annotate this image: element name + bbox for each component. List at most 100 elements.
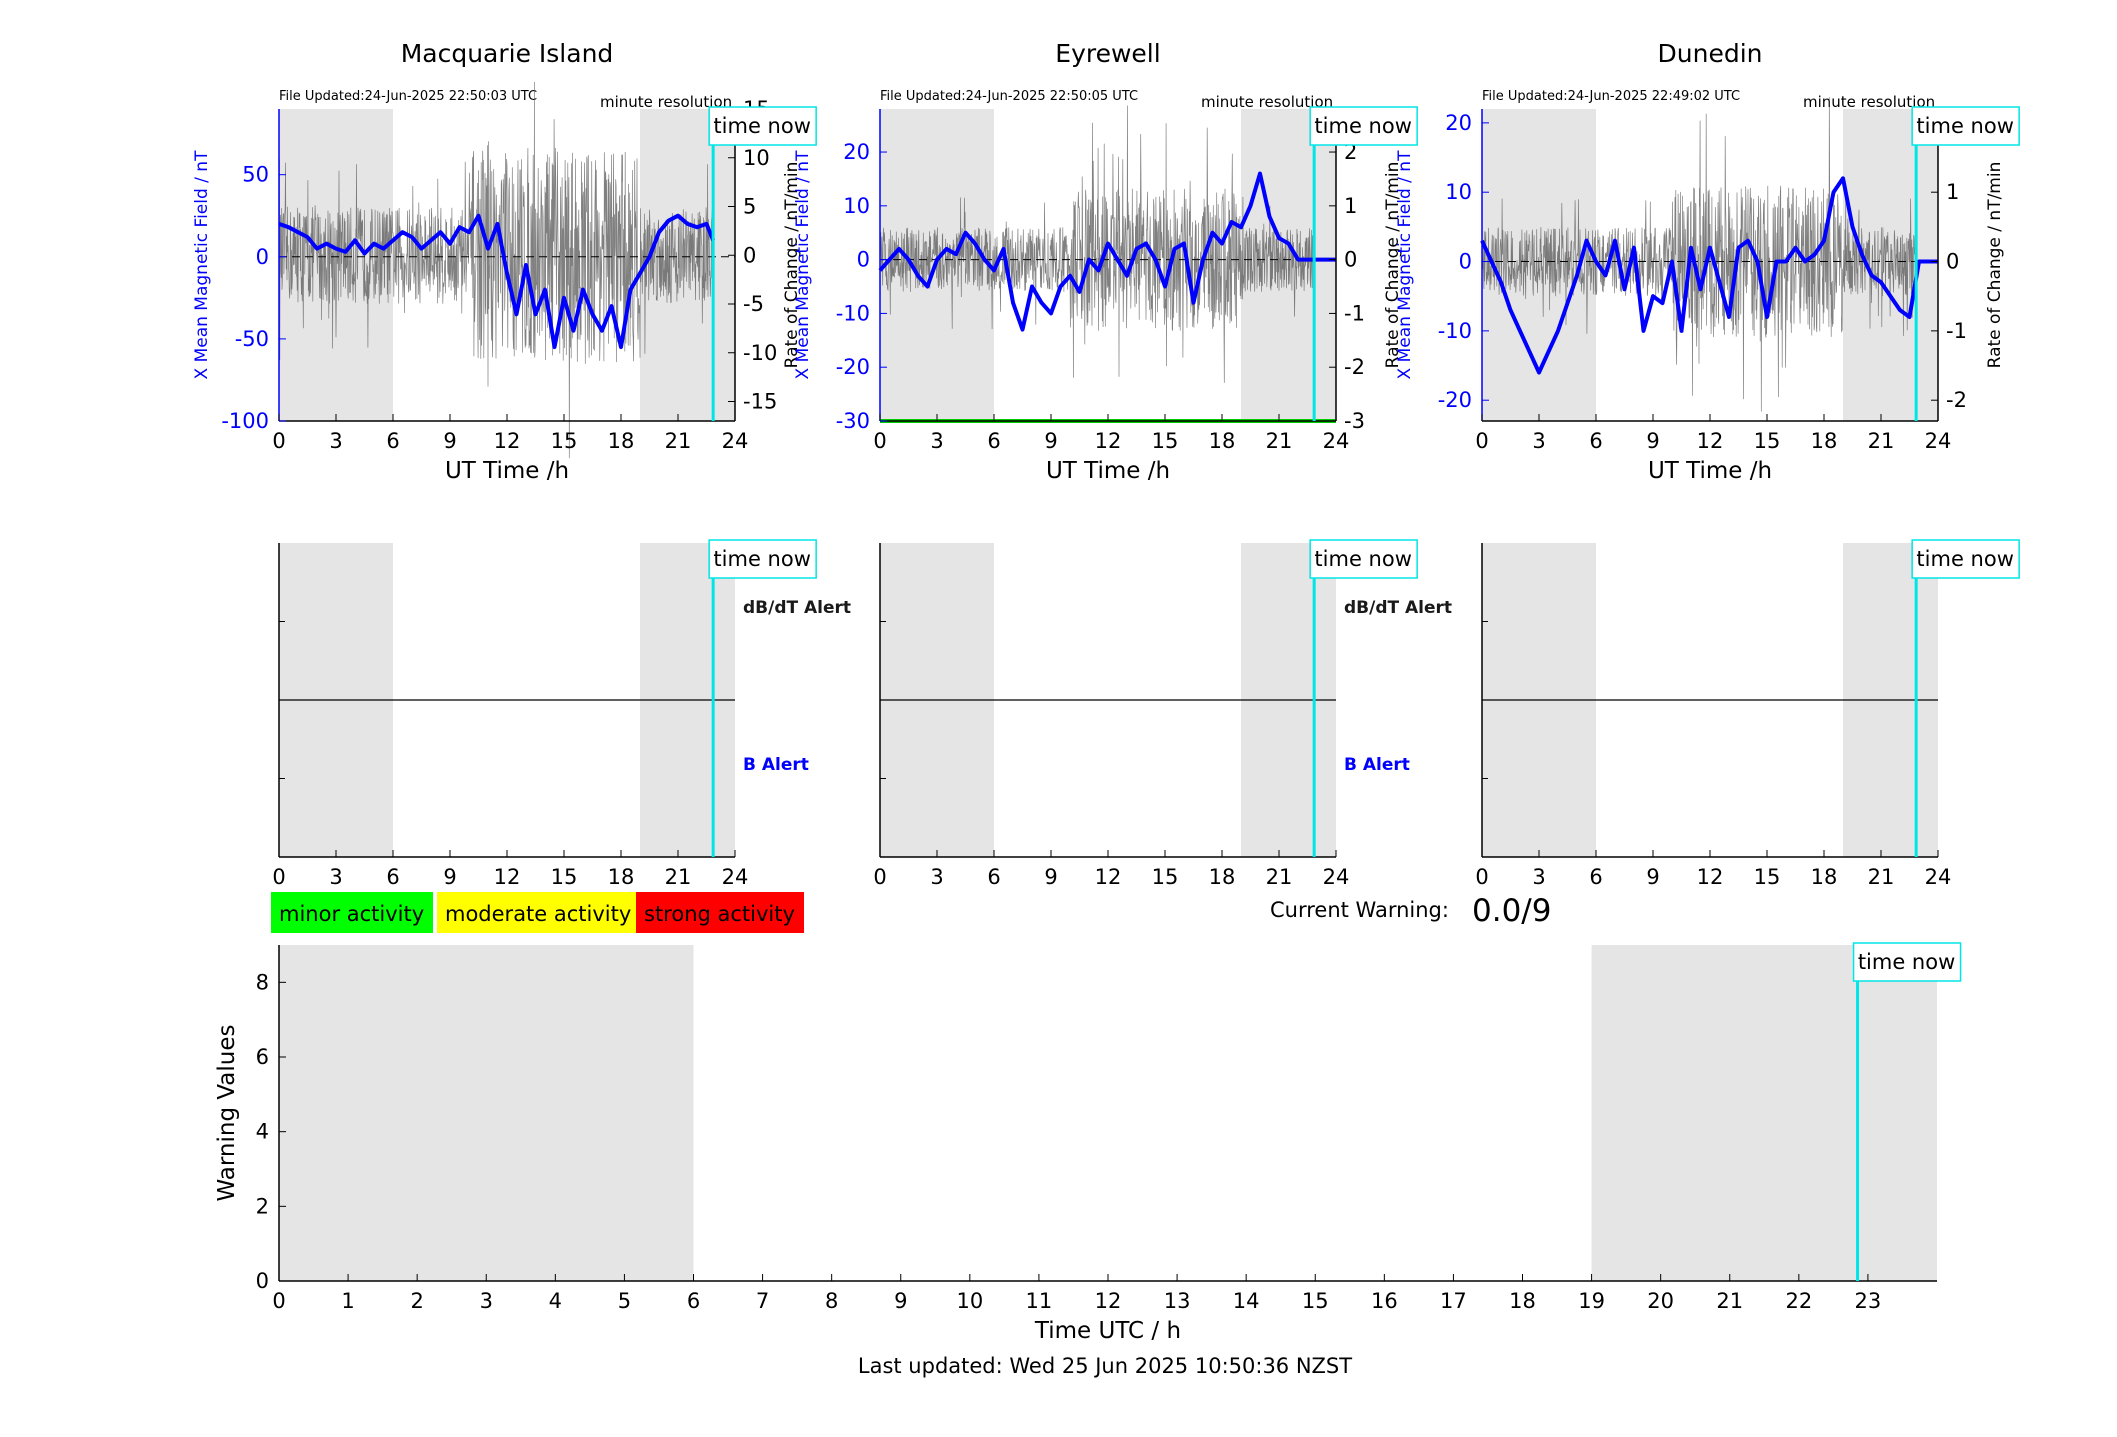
time-now-box [1852,942,1962,982]
file-updated-text: File Updated:24-Jun-2025 22:50:05 UTC [880,89,1138,104]
x-tick-label: 15 [551,429,578,453]
x-tick-label: 12 [1697,429,1724,453]
x-tick-label: 14 [1233,1289,1260,1313]
x-tick-label: 18 [1811,865,1838,889]
x-tick-label: 9 [1044,865,1057,889]
x-tick-label: 21 [1266,429,1293,453]
panel-title: Eyrewell [1055,39,1160,68]
right-tick-label: 1 [1344,194,1357,218]
legend-swatch [636,892,804,933]
x-tick-label: 0 [272,1289,285,1313]
x-tick-label: 0 [1475,429,1488,453]
resolution-label: minute resolution [1803,93,1935,111]
left-axis-label: X Mean Magnetic Field / nT [192,150,212,380]
x-tick-label: 5 [618,1289,631,1313]
x-tick-label: 13 [1164,1289,1191,1313]
resolution-label: minute resolution [600,93,732,111]
x-tick-label: 6 [987,865,1000,889]
dbdt-alert-label: dB/dT Alert [1344,598,1452,618]
left-tick-label: 20 [1445,111,1472,135]
time-now-box [708,539,817,579]
x-tick-label: 21 [1868,429,1895,453]
time-now-label: time now [1314,547,1411,571]
time-now-box [1911,539,2020,579]
panel-title: Dunedin [1658,39,1763,68]
x-tick-label: 24 [1925,865,1952,889]
right-tick-label: -3 [1344,409,1365,433]
left-axis-label: X Mean Magnetic Field / nT [793,150,813,380]
panel-title: Macquarie Island [401,39,614,68]
left-tick-label: -30 [836,409,870,433]
magnetic-field-panels: Macquarie Island File Updated:24-Jun-2025… [192,39,2020,484]
x-tick-label: 9 [443,429,456,453]
x-tick-label: 15 [1754,865,1781,889]
x-tick-label: 6 [687,1289,700,1313]
time-now-label: time now [713,547,810,571]
night-shading [1591,945,1937,1281]
rate-of-change-series [879,105,1315,383]
left-axis-label: X Mean Magnetic Field / nT [1395,150,1415,380]
x-tick-label: 24 [1323,865,1350,889]
current-warning-value: 0.0/9 [1472,893,1551,929]
x-tick-label: 12 [1095,1289,1122,1313]
alert-panels: 0 3 6 9 12 15 18 21 24 time now dB/dT Alert B Alert… [272,539,2020,889]
activity-legend: minor activity moderate activity strong ac… [271,892,804,933]
x-tick-label: 8 [825,1289,838,1313]
x-tick-label: 3 [329,865,342,889]
x-tick-label: 9 [1646,865,1659,889]
x-tick-label: 6 [1589,865,1602,889]
x-tick-label: 15 [1152,865,1179,889]
time-now-label: time now [1916,547,2013,571]
left-tick-label: -10 [1438,319,1472,343]
x-tick-label: 3 [480,1289,493,1313]
time-now-box [1911,106,2020,146]
x-tick-label: 0 [873,865,886,889]
left-tick-label: 10 [1445,180,1472,204]
x-tick-label: 0 [272,429,285,453]
right-tick-label: -15 [743,390,777,414]
legend-label: moderate activity [445,902,631,926]
x-tick-label: 9 [1044,429,1057,453]
station-panel: Eyrewell File Updated:24-Jun-2025 22:50:0… [793,39,1418,484]
x-axis-label: UT Time /h [1648,458,1772,484]
time-now-label: time now [1314,114,1411,138]
x-axis-label: UT Time /h [445,458,569,484]
x-tick-label: 21 [1868,865,1895,889]
x-tick-label: 6 [386,865,399,889]
left-tick-label: -20 [1438,388,1472,412]
file-updated-text: File Updated:24-Jun-2025 22:49:02 UTC [1482,89,1740,104]
x-tick-label: 3 [1532,865,1545,889]
x-tick-label: 24 [1323,429,1350,453]
x-axis-label: UT Time /h [1046,458,1170,484]
station-panel: Dunedin File Updated:24-Jun-2025 22:49:02… [1395,39,2020,484]
b-alert-label: B Alert [1344,755,1410,775]
x-tick-label: 21 [1716,1289,1743,1313]
x-tick-label: 3 [930,865,943,889]
right-axis-label: Rate of Change / nT/min [1383,162,1403,369]
x-tick-label: 2 [410,1289,423,1313]
right-tick-label: -1 [1344,301,1365,325]
right-tick-label: 5 [743,195,756,219]
left-tick-label: 10 [843,194,870,218]
y-tick-label: 6 [256,1045,269,1069]
time-now-box [708,106,817,146]
x-tick-label: 17 [1440,1289,1467,1313]
x-mean-field-series [278,213,716,350]
x-tick-label: 7 [756,1289,769,1313]
x-tick-label: 19 [1578,1289,1605,1313]
x-tick-label: 6 [1589,429,1602,453]
x-tick-label: 21 [665,429,692,453]
x-tick-label: 15 [1302,1289,1329,1313]
x-tick-label: 18 [608,865,635,889]
x-tick-label: 12 [1095,429,1122,453]
x-tick-label: 0 [873,429,886,453]
right-tick-label: 1 [1946,180,1959,204]
night-shading [640,109,735,421]
x-tick-label: 15 [1152,429,1179,453]
left-tick-label: -100 [221,409,269,433]
x-tick-label: 21 [665,865,692,889]
x-tick-label: 18 [1209,865,1236,889]
x-tick-label: 3 [930,429,943,453]
x-tick-label: 0 [272,865,285,889]
right-tick-label: -5 [743,292,764,316]
